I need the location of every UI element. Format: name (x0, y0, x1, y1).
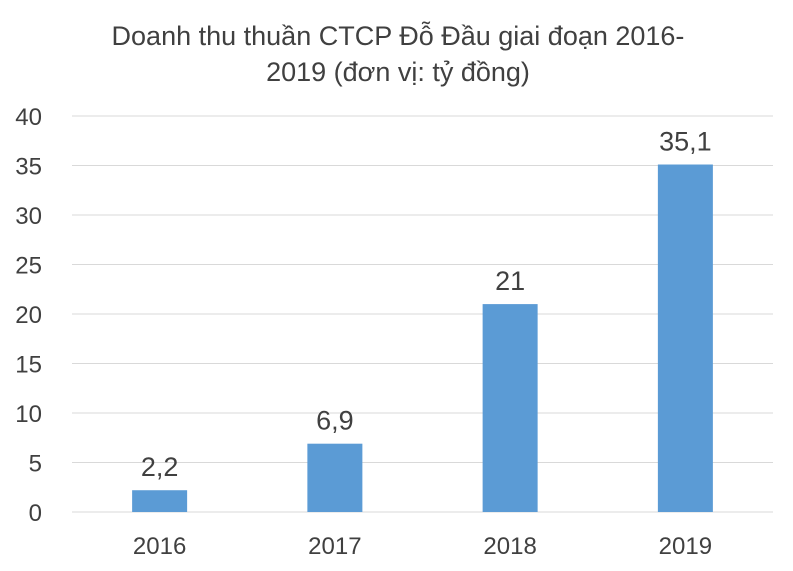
data-label-2017: 6,9 (316, 406, 354, 436)
data-labels: 2,2 6,9 21 35,1 (141, 127, 712, 483)
bar-2017 (307, 443, 363, 512)
y-tick-label-35: 35 (15, 154, 42, 181)
bar-2019 (657, 164, 713, 512)
x-axis-ticks: 2016 2017 2018 2019 (133, 533, 712, 560)
data-label-2019: 35,1 (659, 127, 712, 157)
y-tick-label-0: 0 (29, 500, 42, 527)
y-tick-label-10: 10 (15, 401, 42, 428)
y-tick-label-30: 30 (15, 203, 42, 230)
y-tick-label-40: 40 (15, 104, 42, 131)
gridlines (72, 115, 773, 513)
bar-2018 (482, 304, 538, 512)
y-tick-label-5: 5 (29, 451, 42, 478)
x-tick-label-2016: 2016 (133, 533, 186, 560)
y-axis-ticks: 0 5 10 15 20 25 30 35 40 (15, 104, 42, 527)
y-tick-label-20: 20 (15, 302, 42, 329)
data-label-2018: 21 (495, 266, 525, 296)
chart-title-line-1: Doanh thu thuần CTCP Đỗ Đầu giai đoạn 20… (112, 20, 685, 51)
bar-2016 (132, 490, 188, 512)
x-tick-label-2018: 2018 (483, 533, 536, 560)
data-label-2016: 2,2 (141, 452, 179, 482)
chart-title-line-2: 2019 (đơn vị: tỷ đồng) (266, 57, 530, 87)
y-tick-label-25: 25 (15, 253, 42, 280)
x-tick-label-2019: 2019 (659, 533, 712, 560)
x-tick-label-2017: 2017 (308, 533, 361, 560)
y-tick-label-15: 15 (15, 352, 42, 379)
bars (132, 164, 713, 512)
